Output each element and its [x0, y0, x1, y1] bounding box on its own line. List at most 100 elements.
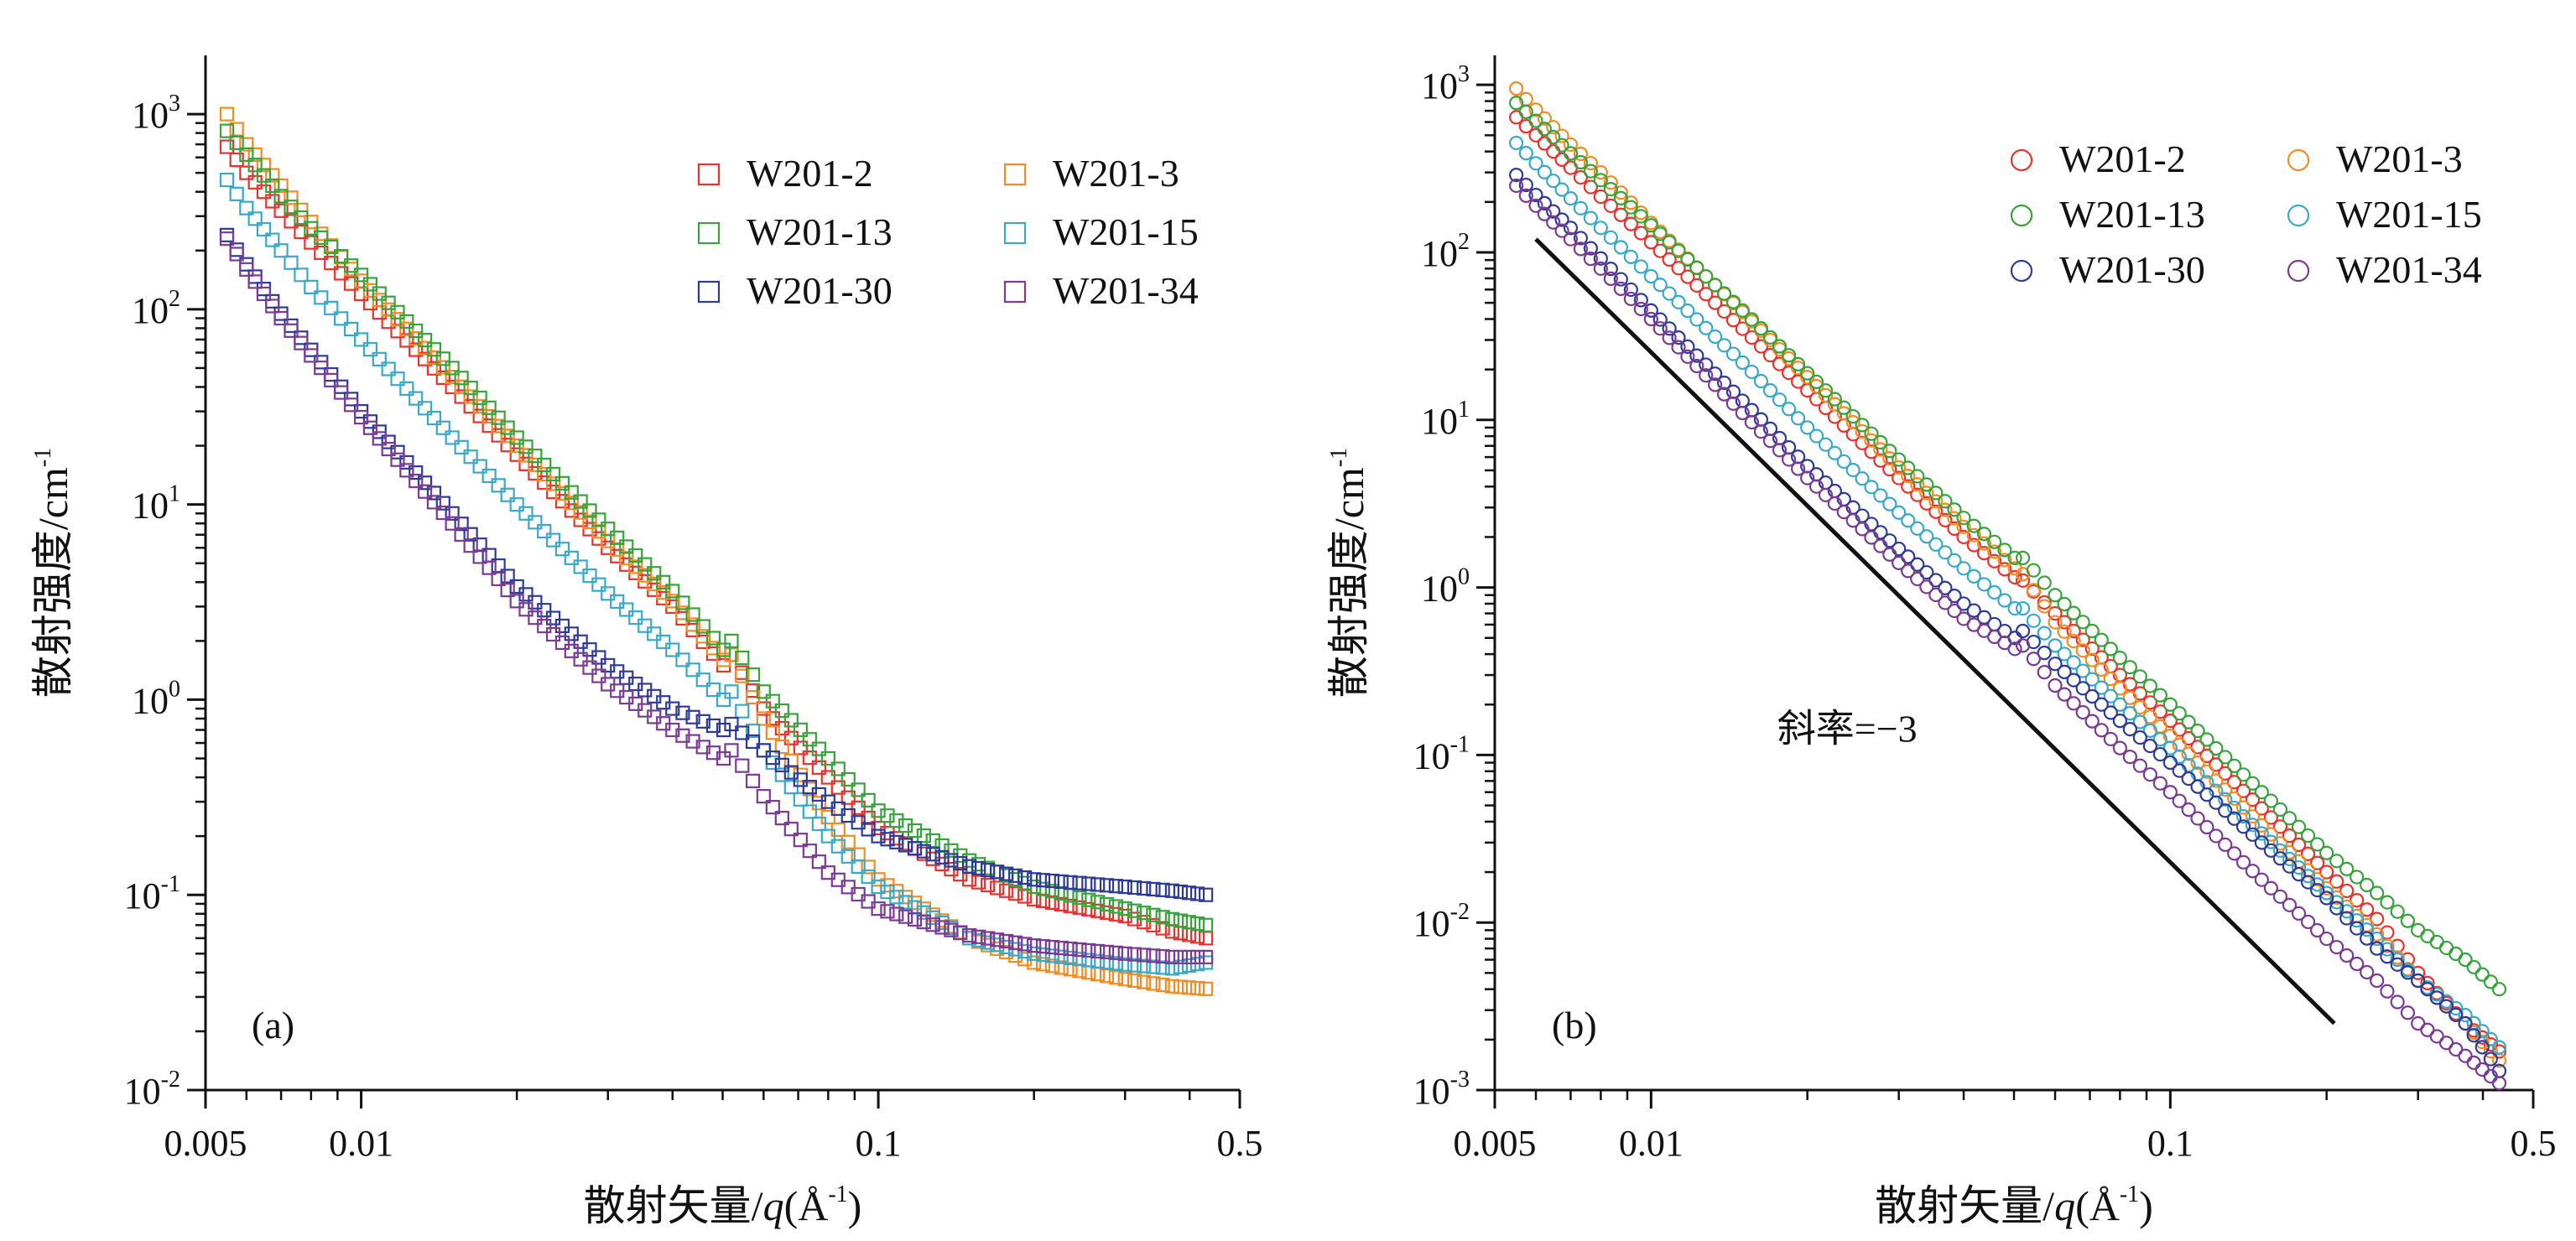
y-tick-label: 102	[132, 286, 180, 331]
data-point	[435, 351, 450, 366]
data-point	[2162, 740, 2178, 756]
data-point	[2084, 641, 2100, 657]
data-point	[2380, 984, 2395, 999]
data-point	[628, 610, 643, 626]
data-point	[1063, 962, 1078, 977]
data-point	[1063, 941, 1078, 957]
data-point	[1882, 462, 1897, 477]
x-axis-label-open: (Å	[784, 1182, 829, 1229]
data-point	[1762, 434, 1778, 449]
data-point	[735, 704, 750, 719]
data-point	[284, 323, 299, 338]
data-point	[1966, 518, 1981, 533]
data-point	[840, 834, 856, 849]
data-point	[1593, 261, 1608, 276]
data-point	[2390, 904, 2405, 919]
data-point	[1873, 453, 1888, 468]
y-tick-base: 10	[124, 875, 161, 916]
data-point	[1518, 177, 1533, 193]
data-point	[685, 662, 700, 678]
data-point	[518, 506, 533, 521]
data-point	[390, 304, 405, 319]
data-point	[1603, 181, 1618, 197]
data-point	[601, 586, 616, 601]
data-point	[1956, 596, 1971, 611]
data-point	[372, 305, 387, 320]
x-axis-label-sup: -1	[828, 1181, 847, 1207]
data-point	[247, 147, 263, 163]
data-point	[2015, 638, 2031, 653]
data-point	[1662, 330, 1677, 345]
data-point	[2263, 827, 2278, 842]
data-point	[999, 933, 1014, 949]
data-point	[2370, 911, 2385, 927]
data-point	[871, 879, 886, 895]
data-point	[1563, 191, 1579, 206]
data-point	[518, 602, 533, 617]
data-point	[1035, 939, 1051, 954]
data-point	[528, 465, 543, 481]
data-point	[2057, 624, 2072, 639]
data-point	[1680, 252, 1695, 267]
data-point	[1873, 442, 1888, 457]
data-point	[1054, 874, 1069, 890]
data-point	[1671, 261, 1686, 276]
data-point	[1044, 939, 1059, 955]
data-point	[851, 800, 866, 815]
data-point	[1509, 167, 1524, 183]
data-point	[2037, 646, 2052, 661]
x-axis-label-var: q	[2054, 1182, 2075, 1229]
data-point	[1563, 221, 1579, 236]
data-point	[2172, 706, 2187, 721]
data-point	[2300, 914, 2316, 930]
legend-marker-W201-2	[2010, 148, 2033, 172]
data-point	[840, 790, 856, 805]
data-point	[1800, 470, 1815, 485]
data-point	[1108, 879, 1123, 894]
data-point	[399, 314, 414, 330]
data-point	[1008, 868, 1023, 883]
data-point	[1537, 164, 1552, 179]
data-point	[783, 713, 799, 728]
data-point	[454, 379, 469, 394]
data-point	[2272, 843, 2288, 858]
data-point	[582, 568, 597, 584]
data-point	[724, 716, 739, 732]
data-point	[716, 750, 731, 766]
data-point	[2112, 697, 2127, 712]
data-point	[372, 286, 387, 301]
data-point	[1699, 287, 1714, 302]
data-point	[545, 610, 561, 626]
data-point	[1035, 947, 1051, 963]
data-point	[1044, 884, 1059, 899]
data-point	[898, 818, 913, 833]
data-point	[675, 605, 690, 620]
data-point	[889, 813, 904, 828]
data-point	[990, 880, 1005, 896]
data-point	[2420, 928, 2435, 943]
data-point	[1593, 165, 1608, 180]
data-point	[2190, 740, 2205, 755]
data-point	[2310, 872, 2325, 887]
data-point	[1836, 400, 1851, 415]
data-point	[2026, 583, 2041, 598]
data-point	[2048, 588, 2063, 603]
data-point	[802, 732, 817, 747]
data-point	[2339, 911, 2355, 926]
data-point	[573, 494, 588, 509]
data-point	[925, 833, 940, 849]
data-point	[1027, 946, 1042, 961]
data-point	[675, 595, 690, 610]
data-point	[1155, 910, 1170, 925]
data-point	[582, 522, 597, 537]
data-point	[1108, 956, 1123, 971]
data-point	[304, 348, 319, 363]
data-point	[2094, 680, 2109, 695]
data-point	[880, 885, 895, 900]
data-point	[472, 549, 487, 564]
data-point	[472, 399, 487, 414]
data-point	[1735, 321, 1750, 336]
data-point	[756, 711, 771, 726]
data-point	[1791, 374, 1806, 389]
data-point	[880, 808, 895, 823]
